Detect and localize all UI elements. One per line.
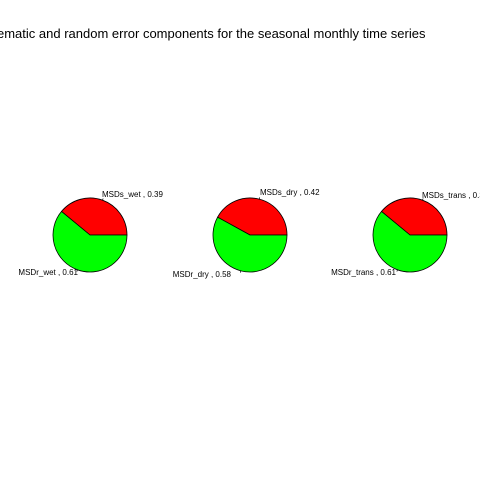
slice-label: MSDr_dry , 0.58 [173,270,232,279]
pie-chart-2: MSDs_dry , 0.42 MSDr_dry , 0.58 [173,188,320,279]
slice-leader-line [76,269,78,272]
slice-leader-line [422,198,424,201]
slice-leader-line [396,269,398,272]
pie-slice [52,210,128,273]
slice-label: MSDs_dry , 0.42 [260,188,320,197]
pie-chart-1: MSDs_wet , 0.39 MSDr_wet , 0.61 [18,190,163,277]
slice-label: MSDr_trans , 0.61 [331,268,396,277]
slice-leader-line [102,198,104,201]
chart-title: ematic and random error components for t… [0,26,426,41]
pie-slice [217,197,288,236]
slice-label: MSDr_wet , 0.61 [18,268,78,277]
pie-chart-3: MSDs_trans , 0.3 MSDr_trans , 0.61 [331,191,480,277]
pie-slice [212,216,288,273]
slice-label: MSDs_trans , 0.3 [422,191,480,200]
slice-label: MSDs_wet , 0.39 [102,190,163,199]
pie-slice [372,210,448,273]
